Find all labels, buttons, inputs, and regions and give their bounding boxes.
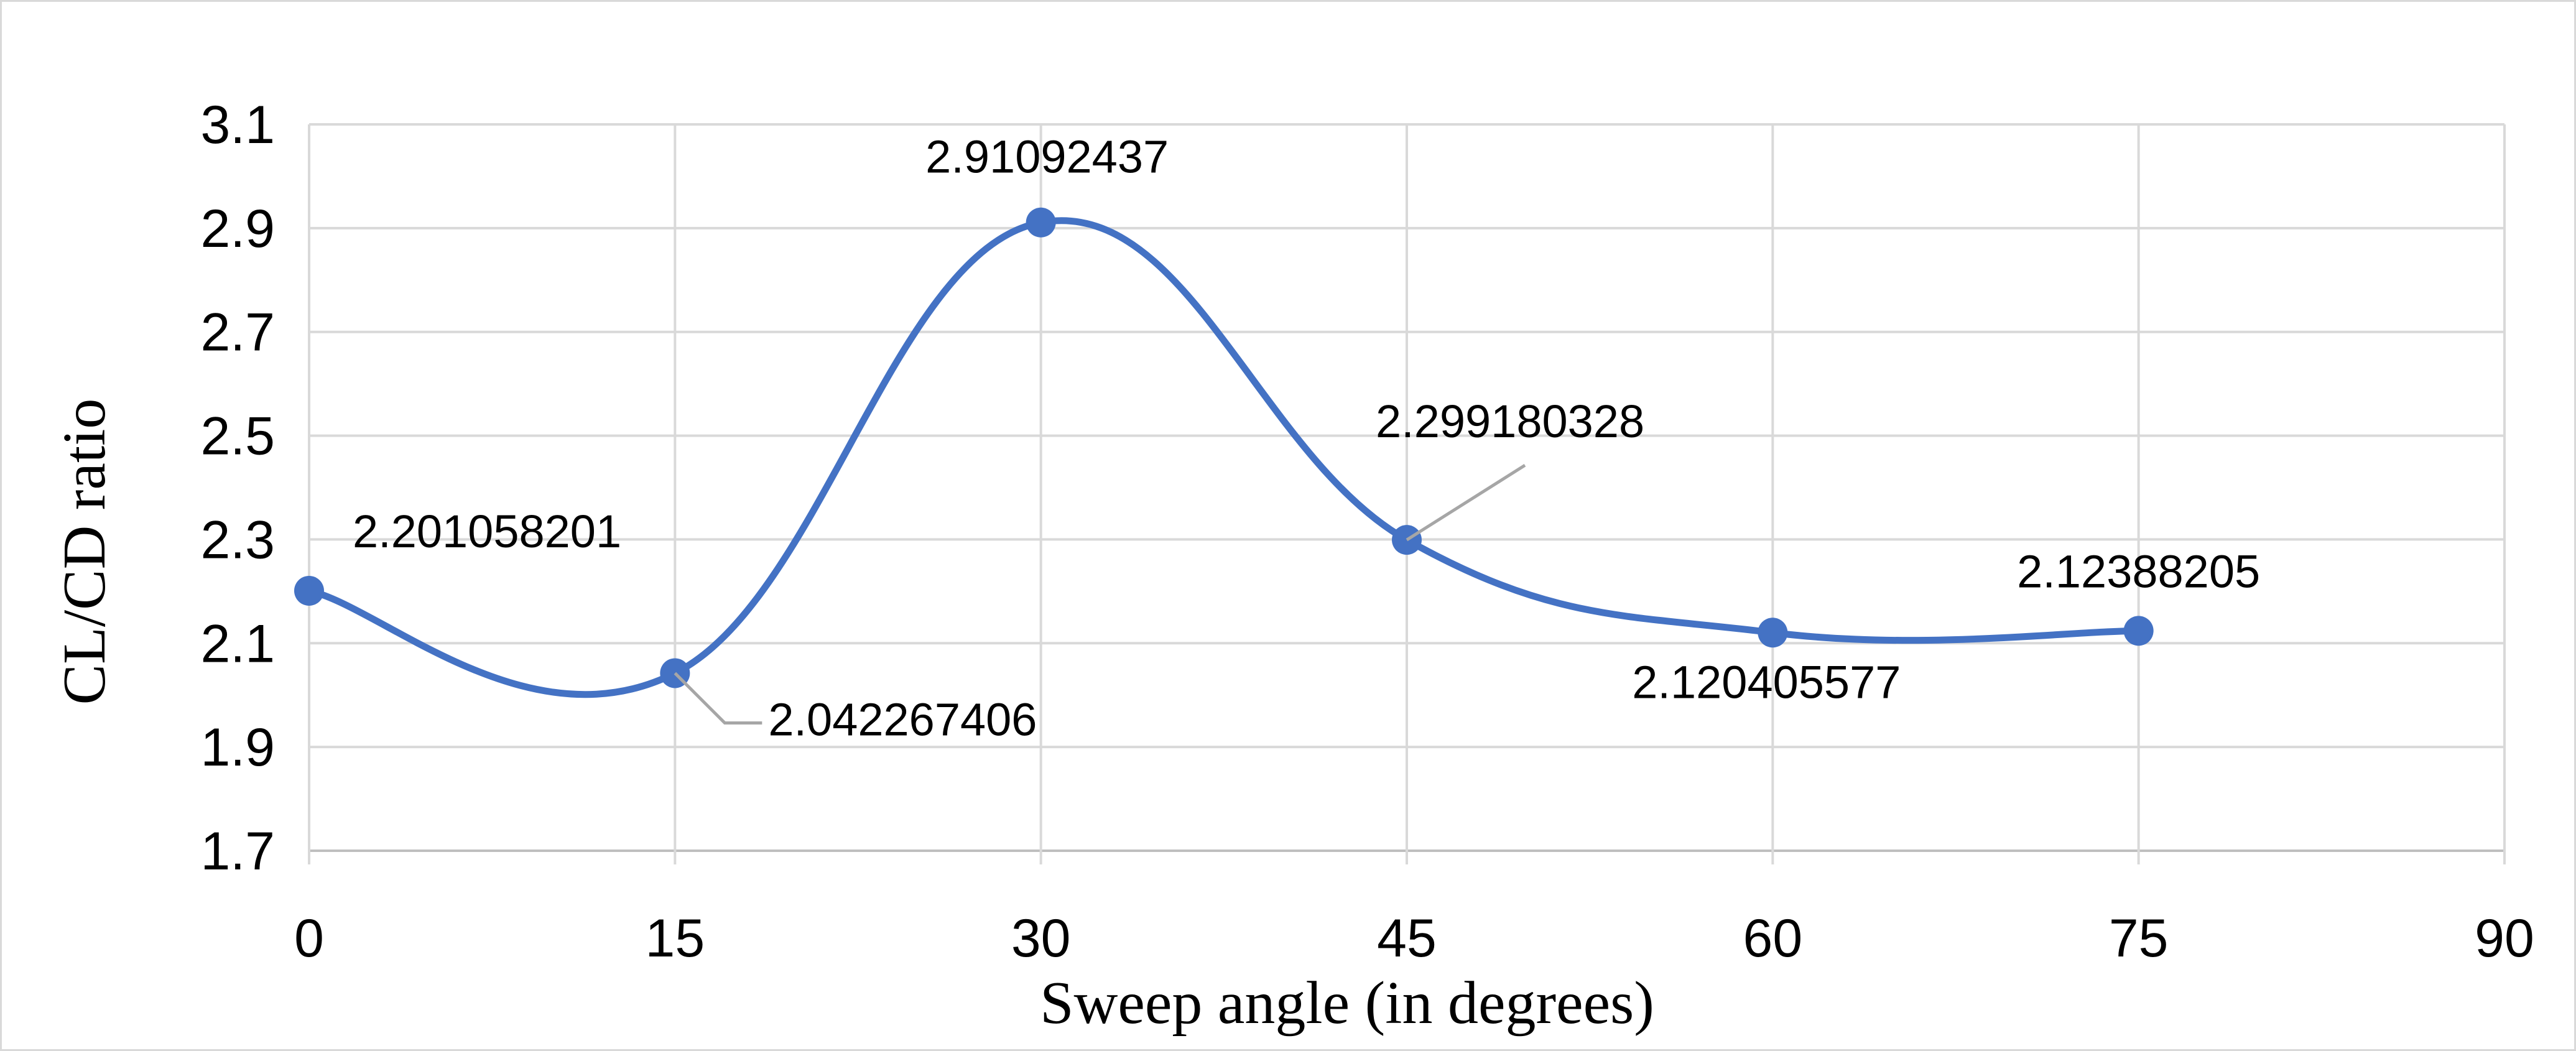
data-label-leader (675, 673, 762, 723)
x-axis-title: Sweep angle (in degrees) (1040, 970, 1654, 1037)
x-tick-label: 75 (2109, 909, 2169, 968)
data-label: 2.201058201 (353, 506, 621, 557)
y-axis-title: CL/CD ratio (51, 399, 118, 705)
data-label-leader (1407, 465, 1525, 540)
data-label: 2.91092437 (925, 131, 1169, 183)
data-point (1026, 208, 1056, 238)
series-layer (294, 208, 2154, 695)
x-tick-label: 45 (1377, 909, 1437, 968)
data-labels: 2.201058201 2.042267406 2.91092437 2.299180… (353, 131, 2260, 746)
y-tick-label: 2.9 (200, 199, 275, 259)
data-point (1758, 618, 1787, 647)
data-label: 2.12388205 (2017, 545, 2260, 597)
y-tick-label: 2.1 (200, 614, 275, 674)
y-tick-label: 2.3 (200, 510, 275, 570)
y-tick-label: 1.7 (200, 822, 275, 881)
y-tick-label: 2.7 (200, 303, 275, 363)
series-line (309, 221, 2139, 695)
gridlines (309, 124, 2504, 864)
y-axis-tick-labels: 1.7 1.9 2.1 2.3 2.5 2.7 2.9 3.1 (200, 95, 275, 881)
data-label: 2.299180328 (1376, 396, 1644, 447)
y-tick-label: 2.5 (200, 407, 275, 466)
x-tick-label: 60 (1743, 909, 1802, 968)
data-label: 2.042267406 (768, 693, 1037, 745)
x-tick-label: 30 (1011, 909, 1071, 968)
y-tick-label: 3.1 (200, 95, 275, 155)
x-tick-label: 15 (645, 909, 705, 968)
data-label-leaders (675, 465, 1525, 723)
data-point (294, 576, 324, 606)
x-tick-label: 90 (2475, 909, 2534, 968)
data-point (2124, 616, 2154, 646)
x-axis-tick-labels: 0 15 30 45 60 75 90 (294, 909, 2534, 968)
y-tick-label: 1.9 (200, 718, 275, 777)
x-tick-label: 0 (294, 909, 324, 968)
data-label: 2.120405577 (1632, 656, 1901, 708)
